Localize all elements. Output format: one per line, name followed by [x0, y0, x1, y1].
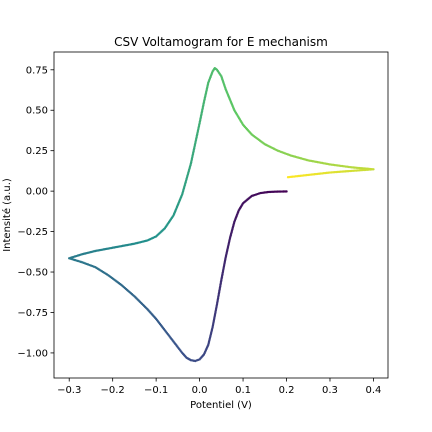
x-tick-label: 0.4 [365, 385, 381, 396]
y-tick-label: −0.50 [17, 268, 48, 279]
x-tick-label: 0.1 [235, 385, 251, 396]
x-tick-label: 0.0 [192, 385, 208, 396]
y-tick-label: 0.50 [26, 106, 48, 117]
x-axis-label: Potentiel (V) [190, 400, 252, 411]
x-tick-label: −0.2 [101, 385, 125, 396]
axes-frame [53, 51, 389, 379]
y-tick-label: −0.25 [17, 227, 48, 238]
x-tick-label: 0.3 [322, 385, 338, 396]
y-tick-label: 0.25 [26, 146, 48, 157]
plot-area [68, 66, 375, 363]
y-tick-label: −1.00 [17, 348, 48, 359]
data-point [286, 176, 290, 179]
y-tick-label: 0.75 [26, 65, 48, 76]
x-tick-label: −0.1 [144, 385, 168, 396]
y-axis-label: Intensité (a.u.) [1, 178, 13, 252]
x-tick-label: 0.2 [279, 385, 295, 396]
x-axis: −0.3 −0.2 −0.1 0.0 0.1 0.2 0.3 0.4 [57, 378, 381, 396]
x-tick-label: −0.3 [57, 385, 81, 396]
y-tick-label: 0.00 [26, 187, 48, 198]
chart-title: CSV Voltamogram for E mechanism [114, 35, 328, 49]
y-tick-label: −0.75 [17, 308, 48, 319]
y-axis: −1.00 −0.75 −0.50 −0.25 0.00 0.25 0.50 0.75 [17, 65, 54, 359]
